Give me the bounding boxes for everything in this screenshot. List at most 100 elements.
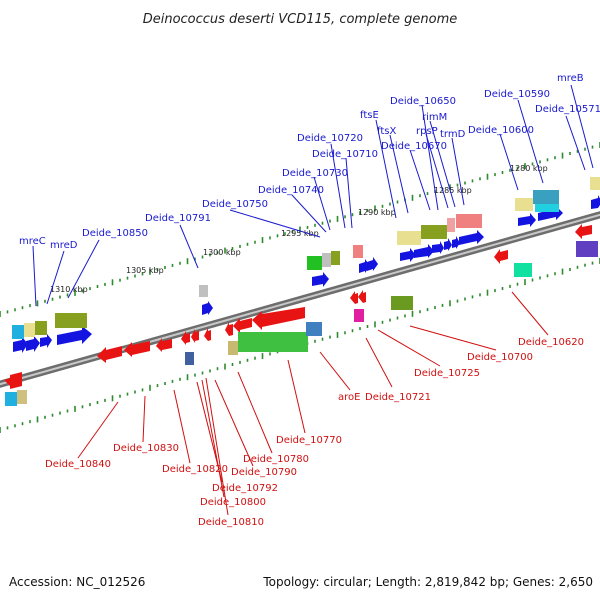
scale-label-1280: 1280 kbp: [510, 164, 548, 173]
forward-strand-genes: [12, 177, 600, 353]
gene-arrow: [181, 331, 190, 345]
reverse-strand-genes: [4, 224, 598, 406]
label-Deide_10791: Deide_10791: [145, 213, 211, 224]
gene-arrow: [26, 336, 40, 352]
gene-arrow: [40, 334, 52, 348]
label-Deide_10830: Deide_10830: [113, 443, 179, 454]
label-Deide_10810: Deide_10810: [198, 517, 264, 528]
label-Deide_10730: Deide_10730: [282, 168, 348, 179]
label-Deide_10590: Deide_10590: [484, 89, 550, 100]
gene-block: [35, 321, 47, 335]
gene-block: [17, 390, 27, 404]
gene-block: [590, 177, 600, 190]
label-Deide_10725: Deide_10725: [414, 368, 480, 379]
gene-arrow: [432, 241, 444, 254]
gene-block: [199, 285, 208, 297]
gene-block: [456, 214, 482, 228]
scale-label-1290: 1290 kbp: [358, 208, 396, 217]
gene-block: [185, 352, 194, 365]
label-rimM: rimM: [422, 112, 447, 123]
label-Deide_10620: Deide_10620: [518, 337, 584, 348]
label-Deide_10740: Deide_10740: [258, 185, 324, 196]
label-Deide_10820: Deide_10820: [162, 464, 228, 475]
gene-arrow: [350, 291, 358, 304]
gene-block: [228, 341, 238, 355]
gene-arrow: [591, 195, 600, 209]
gene-block: [391, 296, 413, 310]
gene-block: [238, 332, 308, 352]
gene-block: [514, 263, 532, 277]
label-ftsE: ftsE: [360, 110, 379, 121]
label-Deide_10710: Deide_10710: [312, 149, 378, 160]
forward-gene-labels: mreC mreD Deide_10850 Deide_10791 Deide_…: [19, 73, 600, 251]
scale-label-1310: 1310 kbp: [50, 285, 88, 294]
label-Deide_10840: Deide_10840: [45, 459, 111, 470]
gene-arrow: [57, 326, 92, 345]
label-mreC: mreC: [19, 236, 46, 247]
gene-block: [397, 231, 421, 245]
gene-arrow: [191, 329, 199, 343]
label-Deide_10780: Deide_10780: [243, 454, 309, 465]
gene-arrow: [156, 338, 172, 352]
map-title: Deinococcus deserti VCD115, complete gen…: [143, 12, 458, 27]
gene-block: [535, 204, 559, 212]
gene-arrow: [459, 230, 484, 245]
label-Deide_10600: Deide_10600: [468, 125, 534, 136]
label-trmD: trmD: [440, 129, 466, 140]
gene-block: [515, 198, 533, 211]
gene-arrow: [13, 337, 28, 353]
gene-block: [307, 256, 322, 270]
label-Deide_10670: Deide_10670: [381, 141, 447, 152]
gene-arrow: [97, 346, 122, 363]
gene-arrow: [4, 372, 22, 389]
gene-block: [322, 253, 331, 267]
gene-arrow: [575, 224, 592, 239]
gene-block: [447, 218, 455, 232]
label-Deide_10750: Deide_10750: [202, 199, 268, 210]
gene-arrow: [233, 318, 252, 333]
gene-arrow: [518, 213, 536, 227]
label-mreB: mreB: [557, 73, 584, 84]
gene-block: [55, 313, 87, 328]
label-Deide_10700: Deide_10700: [467, 352, 533, 363]
label-Deide_10720: Deide_10720: [297, 133, 363, 144]
label-Deide_10790: Deide_10790: [231, 467, 297, 478]
gene-block: [24, 323, 35, 337]
reverse-leader-lines: [77, 291, 549, 516]
gene-block: [306, 322, 322, 336]
gene-block: [533, 190, 559, 204]
label-Deide_10650: Deide_10650: [390, 96, 456, 107]
scale-label-1285: 1285 kbp: [434, 186, 472, 195]
genome-summary-text: Topology: circular; Length: 2,819,842 bp…: [262, 575, 593, 589]
gene-block: [354, 309, 364, 322]
forward-leader-lines: [32, 84, 594, 307]
label-Deide_10721: Deide_10721: [365, 392, 431, 403]
accession-text: Accession: NC_012526: [9, 575, 145, 589]
reverse-gene-labels: Deide_10840 Deide_10830 Deide_10820 Deid…: [45, 337, 584, 528]
label-rpsP: rpsP: [416, 126, 438, 137]
gene-arrow: [252, 307, 305, 330]
gene-arrow: [367, 257, 378, 271]
gene-block: [12, 325, 24, 339]
label-Deide_10792: Deide_10792: [212, 483, 278, 494]
label-mreD: mreD: [50, 240, 78, 251]
label-Deide_10800: Deide_10800: [200, 497, 266, 508]
scale-label-1295: 1295 kbp: [281, 229, 319, 238]
gene-arrow: [444, 238, 452, 251]
genome-backbone: [0, 211, 600, 388]
gene-arrow: [494, 249, 508, 264]
gene-arrow: [400, 248, 416, 262]
gene-arrow: [312, 272, 329, 287]
gene-arrow: [414, 244, 434, 258]
label-ftsX: ftsX: [377, 126, 396, 137]
gene-arrow: [452, 236, 460, 249]
gene-arrow: [225, 322, 233, 336]
label-Deide_10850: Deide_10850: [82, 228, 148, 239]
gene-arrow: [202, 301, 213, 315]
gene-block: [576, 241, 598, 257]
label-Deide_10770: Deide_10770: [276, 435, 342, 446]
gene-block: [5, 392, 17, 406]
scale-label-1305: 1305 kbp: [126, 266, 164, 275]
gene-arrow: [124, 341, 150, 357]
